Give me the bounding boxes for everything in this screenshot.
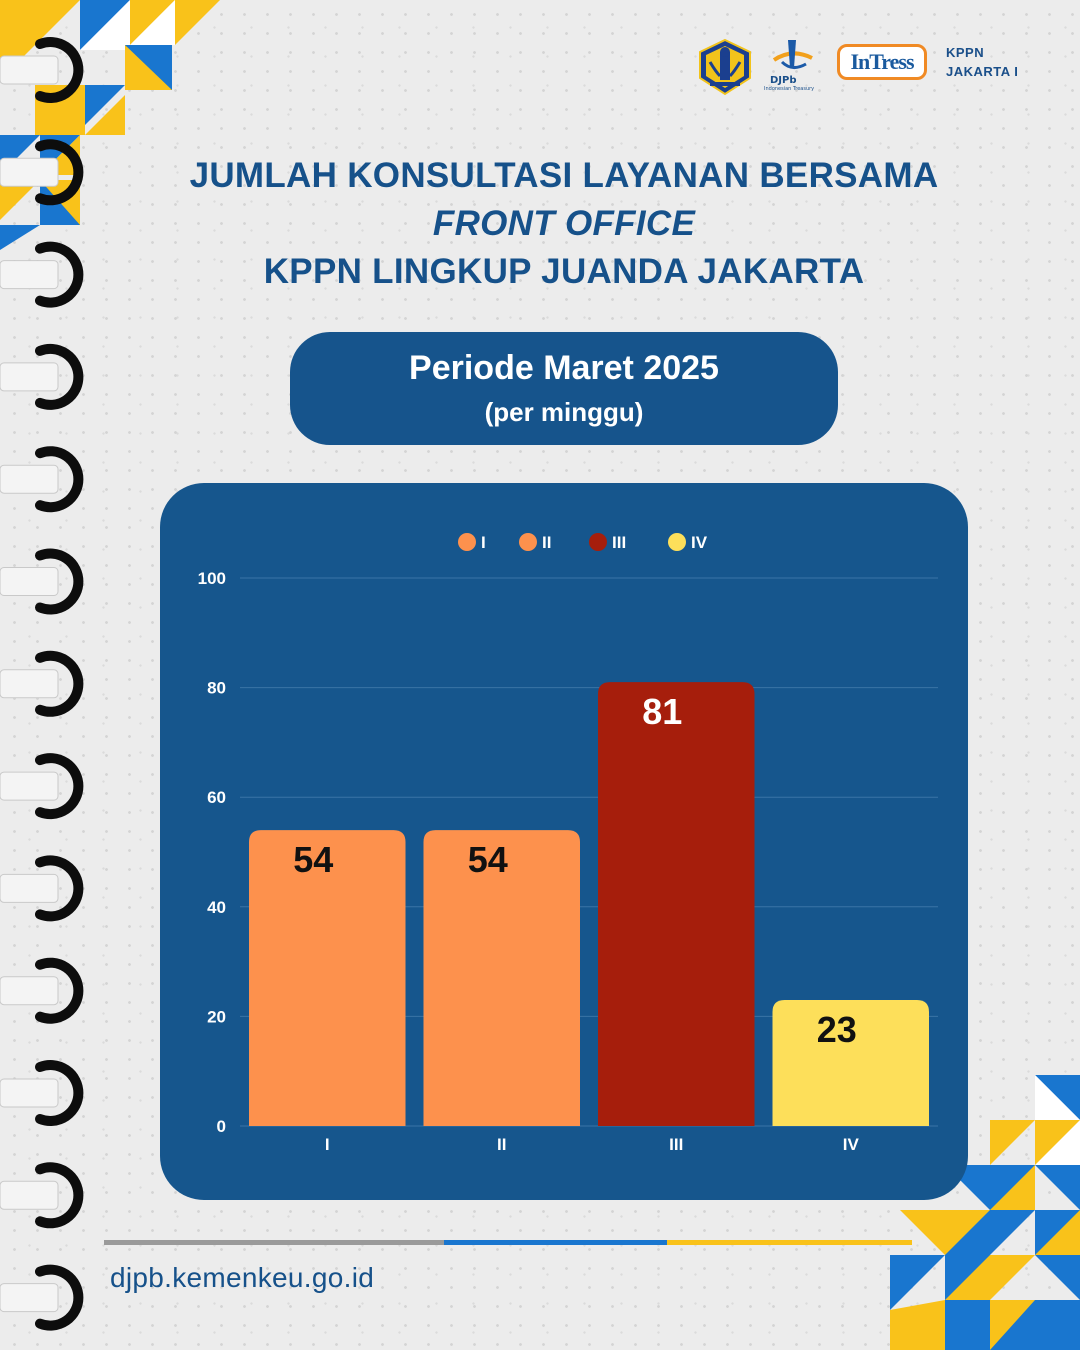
org-label-line2: JAKARTA I — [946, 64, 1019, 79]
page-title: JUMLAH KONSULTASI LAYANAN BERSAMA FRONT … — [100, 152, 1028, 296]
legend-label: IV — [691, 533, 708, 552]
y-tick-label: 20 — [207, 1007, 226, 1026]
binding-ring — [0, 139, 84, 206]
y-tick-label: 40 — [207, 898, 226, 917]
binding-ring — [0, 957, 84, 1024]
legend-item: I — [458, 533, 486, 552]
bar — [423, 830, 580, 1126]
org-label-line1: KPPN — [946, 45, 985, 60]
y-tick-label: 60 — [207, 788, 226, 807]
bar — [772, 999, 929, 1126]
bar — [598, 682, 755, 1126]
binding-ring — [0, 1060, 84, 1126]
bar-data-label: 54 — [293, 839, 333, 880]
intress-logo: InTress — [837, 44, 927, 80]
x-tick-label: II — [497, 1135, 506, 1154]
binding-ring — [0, 1264, 84, 1331]
org-label: KPPN JAKARTA I — [946, 43, 1018, 81]
intress-logo-text: InTress — [850, 49, 914, 74]
footer-url: djpb.kemenkeu.go.id — [110, 1262, 375, 1293]
period-label: Periode Maret 2025 — [409, 349, 719, 387]
legend-swatch — [589, 533, 607, 551]
footer-divider — [104, 1240, 912, 1245]
legend-swatch — [668, 533, 686, 551]
legend-swatch — [458, 533, 476, 551]
corner-decoration-bottom-right — [890, 1075, 1080, 1350]
title-line-2: FRONT OFFICE — [432, 204, 696, 243]
y-tick-label: 80 — [207, 679, 226, 698]
y-tick-label: 100 — [198, 569, 226, 588]
y-tick-label: 0 — [217, 1117, 226, 1136]
x-tick-label: III — [669, 1135, 683, 1154]
bar-data-label: 81 — [642, 691, 682, 732]
binding-ring — [0, 446, 84, 513]
legend-label: I — [481, 533, 486, 552]
legend-label: II — [542, 533, 551, 552]
binding-ring — [0, 241, 84, 308]
binding-ring — [0, 650, 84, 717]
djpb-logo-icon — [772, 40, 813, 69]
period-sublabel: (per minggu) — [484, 397, 644, 427]
binding-ring — [0, 1162, 84, 1229]
djpb-logo-subtext: Indonesian Treasury — [764, 86, 815, 92]
title-line-1: JUMLAH KONSULTASI LAYANAN BERSAMA — [189, 156, 939, 195]
legend-item: II — [519, 533, 551, 552]
kemenkeu-logo-icon — [699, 38, 751, 96]
binding-ring — [0, 37, 84, 103]
title-line-3: KPPN LINGKUP JUANDA JAKARTA — [263, 252, 865, 291]
bar — [249, 830, 406, 1126]
binding-ring — [0, 855, 84, 922]
djpb-logo-text: DJPb — [770, 75, 797, 86]
spiral-binding — [0, 37, 84, 1331]
binding-ring — [0, 343, 84, 410]
legend-label: III — [612, 533, 626, 552]
x-tick-label: I — [325, 1135, 330, 1154]
legend-item: IV — [668, 533, 708, 552]
binding-ring — [0, 548, 84, 615]
period-badge: Periode Maret 2025 (per minggu) — [290, 332, 838, 445]
legend-swatch — [519, 533, 537, 551]
binding-ring — [0, 753, 84, 820]
x-tick-label: IV — [843, 1135, 860, 1154]
header-logos: DJPb Indonesian Treasury InTress KPPN JA… — [694, 38, 1054, 98]
chart-panel: 0 20 40 60 80 100 54 I 54 II 81 III 23 IV I II III IV — [160, 483, 968, 1200]
bar-data-label: 54 — [468, 839, 508, 880]
bar-data-label: 23 — [817, 1009, 857, 1050]
legend-item: III — [589, 533, 626, 552]
